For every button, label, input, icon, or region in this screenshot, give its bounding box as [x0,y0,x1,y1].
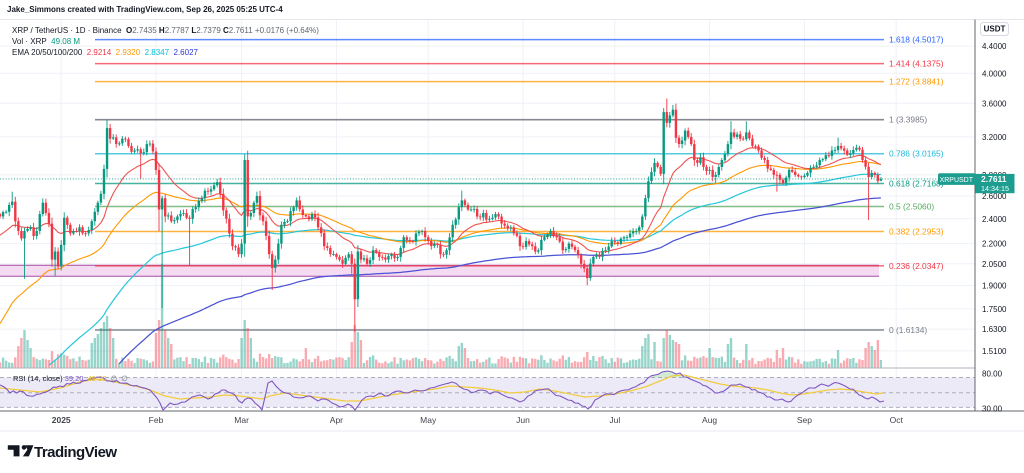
svg-text:1.6300: 1.6300 [982,325,1007,334]
svg-text:1.618 (4.5017): 1.618 (4.5017) [889,35,944,45]
svg-text:May: May [420,415,437,425]
svg-text:0.236 (2.0347): 0.236 (2.0347) [889,261,944,271]
svg-text:Oct: Oct [890,415,904,425]
svg-text:3.6000: 3.6000 [982,99,1007,108]
svg-text:4.4000: 4.4000 [982,42,1007,51]
svg-text:4.0000: 4.0000 [982,69,1007,78]
svg-text:0.5 (2.5060): 0.5 (2.5060) [889,202,934,212]
svg-text:2.2000: 2.2000 [982,240,1007,249]
svg-text:2025: 2025 [52,415,71,425]
svg-text:0.786 (3.0165): 0.786 (3.0165) [889,149,944,159]
svg-text:80.00: 80.00 [982,370,1003,379]
svg-text:2.6000: 2.6000 [982,192,1007,201]
svg-text:XRPUSDT: XRPUSDT [940,177,974,184]
svg-text:2.4000: 2.4000 [982,215,1007,224]
svg-text:1.272 (3.8841): 1.272 (3.8841) [889,77,944,87]
svg-text:Jul: Jul [609,415,620,425]
svg-text:Mar: Mar [234,415,249,425]
svg-text:2.0500: 2.0500 [982,260,1007,269]
svg-text:1.5100: 1.5100 [982,347,1007,356]
svg-text:Jun: Jun [516,415,530,425]
svg-text:0 (1.6134): 0 (1.6134) [889,325,927,335]
svg-text:0.618 (2.7168): 0.618 (2.7168) [889,179,944,189]
svg-text:Feb: Feb [149,415,164,425]
svg-text:Aug: Aug [702,415,717,425]
svg-text:Sep: Sep [797,415,812,425]
svg-text:1.414 (4.1375): 1.414 (4.1375) [889,59,944,69]
svg-text:2.7611: 2.7611 [981,174,1007,184]
svg-text:30.00: 30.00 [982,405,1003,414]
svg-text:3.2000: 3.2000 [982,133,1007,142]
svg-text:USDT: USDT [984,25,1006,34]
svg-text:Apr: Apr [330,415,343,425]
svg-text:1.7500: 1.7500 [982,305,1007,314]
svg-text:14:34:15: 14:34:15 [981,184,1009,193]
svg-text:1 (3.3985): 1 (3.3985) [889,115,927,125]
svg-text:1.9000: 1.9000 [982,281,1007,290]
svg-text:0.382 (2.2953): 0.382 (2.2953) [889,227,944,237]
